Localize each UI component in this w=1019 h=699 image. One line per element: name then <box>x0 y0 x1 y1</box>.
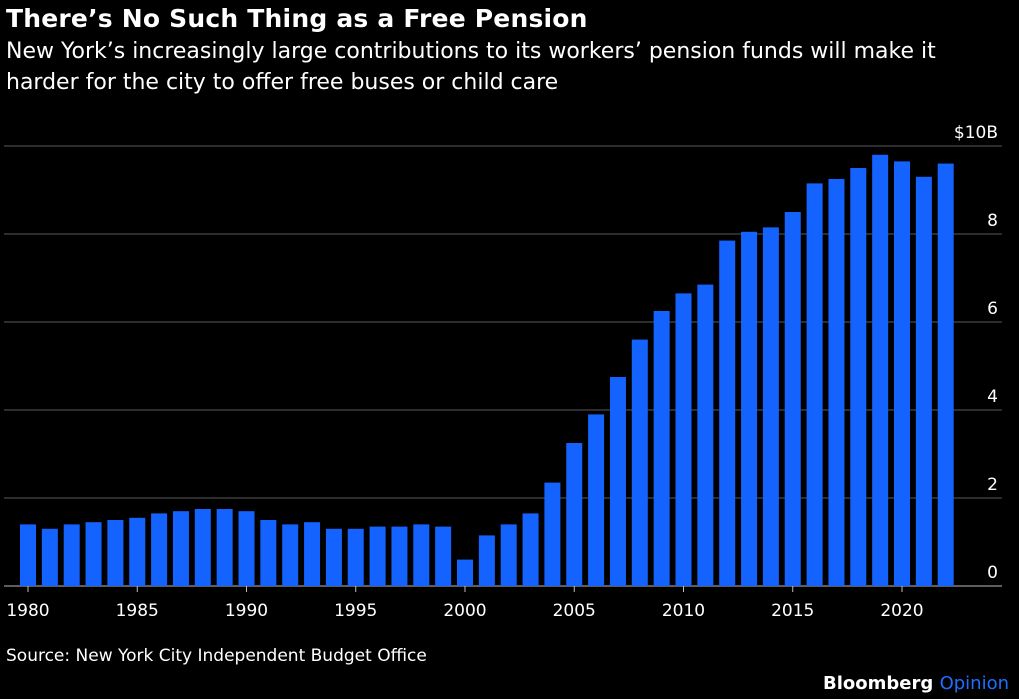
bar-2015 <box>784 212 801 586</box>
bar-2017 <box>828 179 845 586</box>
bar-2014 <box>762 227 779 586</box>
bar-1989 <box>216 509 233 586</box>
bar-2001 <box>478 535 495 586</box>
bar-1988 <box>194 509 211 586</box>
bar-2008 <box>631 339 648 586</box>
bar-1999 <box>435 526 452 586</box>
y-tick-label: 0 <box>987 563 998 583</box>
brand-logo: Bloomberg Opinion <box>823 673 1009 694</box>
x-tick-label: 2020 <box>880 601 923 621</box>
bar-1980 <box>20 524 36 586</box>
bar-2022 <box>937 163 954 586</box>
bar-1994 <box>325 528 342 586</box>
bar-1987 <box>172 511 189 586</box>
x-tick-label: 1980 <box>6 601 49 621</box>
x-tick-label: 1995 <box>334 601 377 621</box>
bar-2006 <box>588 414 605 586</box>
bar-1981 <box>41 528 58 586</box>
x-tick-label: 2010 <box>662 601 705 621</box>
y-tick-label: $10B <box>954 123 998 143</box>
bar-1996 <box>369 526 386 586</box>
y-tick-label: 8 <box>987 211 998 231</box>
bar-2009 <box>653 311 670 586</box>
bar-1985 <box>129 517 146 586</box>
bar-2020 <box>894 161 910 586</box>
bar-2002 <box>500 524 517 586</box>
chart-title: There’s No Such Thing as a Free Pension <box>6 4 588 33</box>
bar-1986 <box>151 513 168 586</box>
brand-suffix: Opinion <box>939 673 1009 694</box>
bar-2003 <box>522 513 539 586</box>
bar-2010 <box>675 293 692 586</box>
x-tick-label: 2005 <box>553 601 596 621</box>
bar-1995 <box>347 528 364 586</box>
bar-1982 <box>63 524 80 586</box>
bar-2018 <box>850 168 867 586</box>
bar-1984 <box>107 520 124 586</box>
bar-2016 <box>806 183 823 586</box>
bar-2021 <box>915 176 932 587</box>
bar-1998 <box>413 524 430 586</box>
bar-1991 <box>260 520 277 586</box>
bar-2013 <box>741 231 758 587</box>
bar-1993 <box>304 522 321 586</box>
bar-1992 <box>282 524 299 586</box>
bar-1997 <box>391 526 408 586</box>
bar-2019 <box>872 154 889 587</box>
x-tick-label: 2000 <box>443 601 486 621</box>
bar-2011 <box>697 284 714 586</box>
bar-2005 <box>566 443 583 586</box>
x-tick-label: 1990 <box>225 601 268 621</box>
y-tick-label: 6 <box>987 299 998 319</box>
bar-2004 <box>544 482 561 586</box>
y-tick-label: 2 <box>987 475 998 495</box>
source-note: Source: New York City Independent Budget… <box>6 646 427 666</box>
bar-2000 <box>457 559 473 586</box>
x-tick-label: 1985 <box>116 601 159 621</box>
bar-1990 <box>238 511 255 586</box>
bar-chart: 0 2 4 6 8 $10B 1980 1985 1990 1995 2000 2005 2010 201… <box>4 123 1002 621</box>
bar-2007 <box>609 377 626 586</box>
x-tick-label: 2015 <box>771 601 814 621</box>
brand-name: Bloomberg <box>823 673 934 694</box>
bar-1983 <box>85 522 102 586</box>
y-tick-label: 4 <box>987 387 998 407</box>
bar-2012 <box>719 240 736 586</box>
chart-subtitle: New York’s increasingly large contributi… <box>6 39 936 95</box>
